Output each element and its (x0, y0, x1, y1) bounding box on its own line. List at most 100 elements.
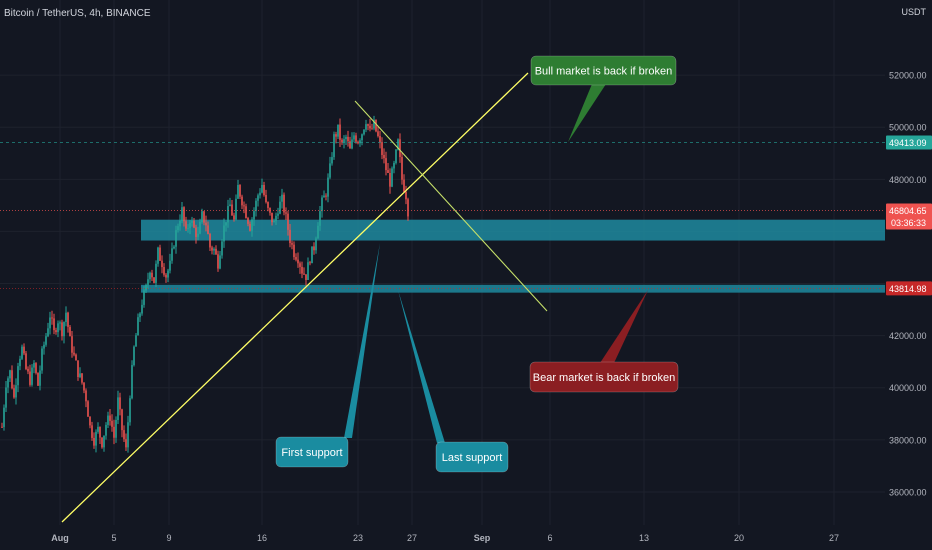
candle-body (239, 185, 241, 197)
last-support-callout[interactable]: Last support (398, 290, 509, 473)
candle-body (267, 202, 269, 208)
candle-body (123, 430, 125, 440)
candle-body (245, 206, 247, 218)
candle-body (105, 424, 107, 436)
candle-body (1, 426, 3, 428)
time-tick-label: 5 (111, 533, 116, 543)
last-support-callout-box[interactable] (435, 441, 509, 473)
trend-lines[interactable] (0, 72, 885, 523)
candle-body (113, 426, 115, 438)
candle-body (303, 273, 305, 275)
bull-callout[interactable]: Bull market is back if broken (530, 55, 677, 142)
candle-body (371, 128, 373, 130)
first-support-callout-box[interactable] (275, 436, 349, 468)
candle-body (407, 199, 409, 217)
price-tick-label: 52000.00 (889, 71, 927, 81)
candle-body (405, 191, 407, 200)
candle-body (135, 335, 137, 347)
candle-body (97, 426, 99, 432)
bull-callout-box[interactable] (530, 55, 677, 86)
candle-body (17, 366, 19, 386)
candle-body (285, 212, 287, 214)
candle-body (271, 212, 273, 223)
candle-body (225, 222, 227, 226)
candle-body (293, 244, 295, 258)
candle-body (59, 322, 61, 324)
candle-body (121, 409, 123, 431)
candle-body (5, 387, 7, 408)
candle-body (137, 317, 139, 336)
candle-body (257, 195, 259, 201)
candle-body (93, 437, 95, 446)
bear-callout-label: Bear market is back if broken (533, 372, 675, 384)
candle-body (219, 255, 221, 269)
candle-body (375, 119, 377, 132)
candle-body (217, 254, 219, 269)
candle-body (249, 223, 251, 231)
first-support-callout[interactable]: First support (275, 243, 380, 468)
candle-body (3, 407, 5, 427)
candle-body (195, 227, 197, 237)
candle-body (65, 312, 67, 322)
candle-body (153, 277, 155, 283)
candle-body (395, 149, 397, 163)
last-support-callout-label: Last support (442, 452, 503, 464)
candle-body (279, 201, 281, 214)
candle-body (71, 336, 73, 353)
time-tick-label: 6 (547, 533, 552, 543)
candle-body (251, 219, 253, 231)
candle-body (155, 263, 157, 283)
candle-body (157, 247, 159, 264)
descending-trendline[interactable] (354, 100, 548, 312)
candle-body (361, 134, 363, 141)
candle-body (333, 134, 335, 158)
candle-body (53, 318, 55, 331)
candle-body (67, 312, 69, 327)
candle-body (79, 373, 81, 378)
candle-body (337, 124, 339, 137)
candle-body (207, 225, 209, 234)
candle-body (185, 221, 187, 229)
candle-body (235, 198, 237, 220)
candle-body (43, 344, 45, 349)
candle-body (233, 215, 235, 220)
bear-callout-box[interactable] (529, 361, 679, 393)
candle-body (35, 363, 37, 373)
candle-body (31, 367, 33, 385)
candle-body (253, 211, 255, 220)
candle-body (399, 139, 401, 158)
candle-body (221, 241, 223, 256)
countdown-label: 03:36:33 (891, 218, 926, 228)
candle-body (387, 170, 389, 173)
candle-body (343, 139, 345, 143)
candle-body (25, 353, 27, 369)
candle-body (209, 233, 211, 248)
candle-body (83, 382, 85, 391)
annotations[interactable]: Bull market is back if broken Bear market… (275, 55, 679, 473)
candle-body (109, 415, 111, 421)
candle-body (359, 140, 361, 144)
candle-body (351, 139, 353, 149)
candle-body (171, 248, 173, 261)
candle-body (81, 373, 83, 383)
candle-body (367, 124, 369, 126)
ascending-trendline[interactable] (61, 72, 529, 523)
candle-body (39, 370, 41, 386)
candle-body (63, 321, 65, 337)
candle-body (321, 197, 323, 212)
candle-body (19, 358, 21, 367)
candle-body (27, 368, 29, 372)
currency-unit: USDT (901, 7, 927, 17)
time-tick-label: 16 (257, 533, 267, 543)
candle-body (191, 220, 193, 223)
candle-body (213, 248, 215, 251)
price-tag (886, 203, 932, 230)
candle-body (139, 313, 141, 318)
first-support-zone[interactable] (141, 219, 885, 241)
price-tick-label: 50000.00 (889, 123, 927, 133)
candle-body (41, 348, 43, 371)
candle-body (255, 200, 257, 212)
bear-callout[interactable]: Bear market is back if broken (529, 290, 679, 393)
candle-body (377, 131, 379, 137)
